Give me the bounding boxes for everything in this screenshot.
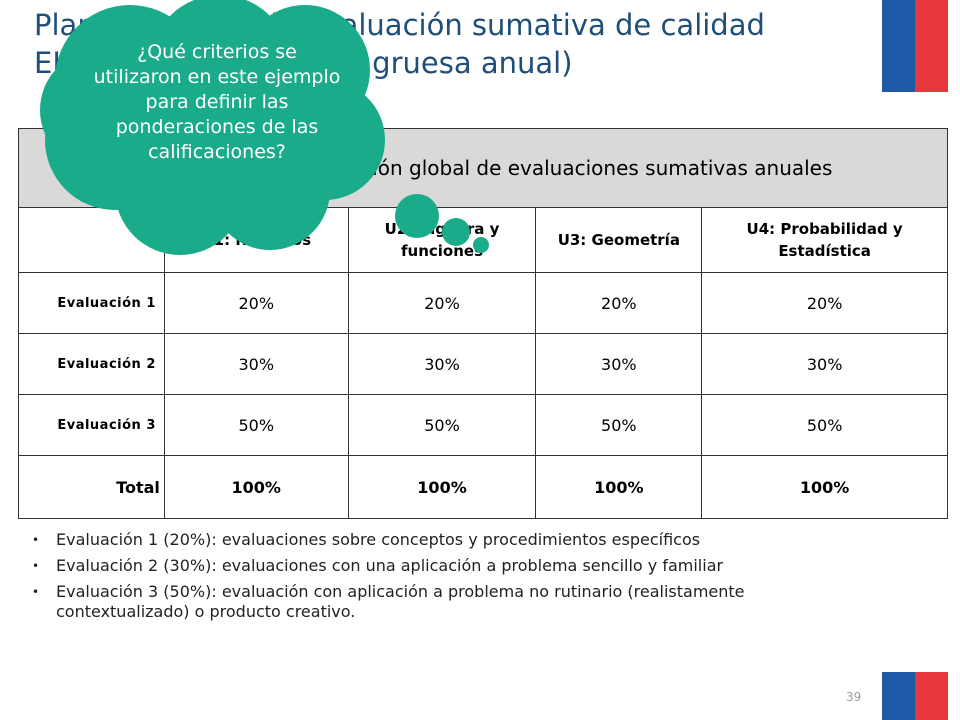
list-item: • Evaluación 1 (20%): evaluaciones sobre … [32, 530, 862, 550]
table-cell: 20% [535, 272, 703, 334]
list-item: • Evaluación 2 (30%): evaluaciones con un… [32, 556, 862, 576]
thought-bubble: ¿Qué criterios se utilizaron en este eje… [20, 0, 450, 260]
flag-red-strip [915, 0, 948, 92]
thought-bubble-shape [40, 0, 385, 255]
row-label: Evaluación 2 [18, 333, 165, 395]
row-label: Evaluación 1 [18, 272, 165, 334]
table-row: Evaluación 2 30% 30% 30% 30% [18, 333, 948, 395]
bubble-trail-dot [395, 194, 439, 238]
table-cell: 50% [701, 394, 948, 456]
table-cell: 30% [163, 333, 349, 395]
bubble-trail-dot [473, 237, 489, 253]
total-cell: 100% [347, 455, 537, 519]
table-cell: 20% [347, 272, 537, 334]
list-item-text: Evaluación 3 (50%): evaluación con aplic… [56, 582, 745, 621]
table-cell: 30% [701, 333, 948, 395]
table-cell: 50% [163, 394, 349, 456]
page-number: 39 [846, 690, 862, 704]
table-cell: 20% [701, 272, 948, 334]
table-cell: 20% [163, 272, 349, 334]
flag-decoration-top [882, 0, 948, 92]
bubble-question: ¿Qué criterios se utilizaron en este eje… [93, 41, 341, 163]
table-cell: 50% [535, 394, 703, 456]
flag-decoration-bottom [882, 672, 948, 720]
total-row: Total 100% 100% 100% 100% [18, 455, 948, 519]
bullet-marker: • [32, 585, 40, 599]
total-cell: 100% [163, 455, 349, 519]
table-row: Evaluación 1 20% 20% 20% 20% [18, 272, 948, 334]
total-label: Total [18, 455, 165, 519]
flag-blue-strip [882, 672, 915, 720]
table-cell: 50% [347, 394, 537, 456]
flag-red-strip [915, 672, 948, 720]
criteria-list: • Evaluación 1 (20%): evaluaciones sobre … [32, 530, 862, 628]
bullet-marker: • [32, 533, 40, 547]
unit-header-cell: U4: Probabilidad y Estadística [701, 207, 948, 273]
list-item: • Evaluación 3 (50%): evaluación con apli… [32, 582, 862, 622]
total-cell: 100% [535, 455, 703, 519]
bubble-trail-dot [442, 218, 470, 246]
list-item-text: Evaluación 2 (30%): evaluaciones con una… [56, 556, 724, 575]
flag-blue-strip [882, 0, 915, 92]
bullet-marker: • [32, 559, 40, 573]
table-cell: 30% [535, 333, 703, 395]
row-label: Evaluación 3 [18, 394, 165, 456]
table-cell: 30% [347, 333, 537, 395]
total-cell: 100% [701, 455, 948, 519]
table-row: Evaluación 3 50% 50% 50% 50% [18, 394, 948, 456]
unit-header-cell: U3: Geometría [535, 207, 703, 273]
list-item-text: Evaluación 1 (20%): evaluaciones sobre c… [56, 530, 701, 549]
